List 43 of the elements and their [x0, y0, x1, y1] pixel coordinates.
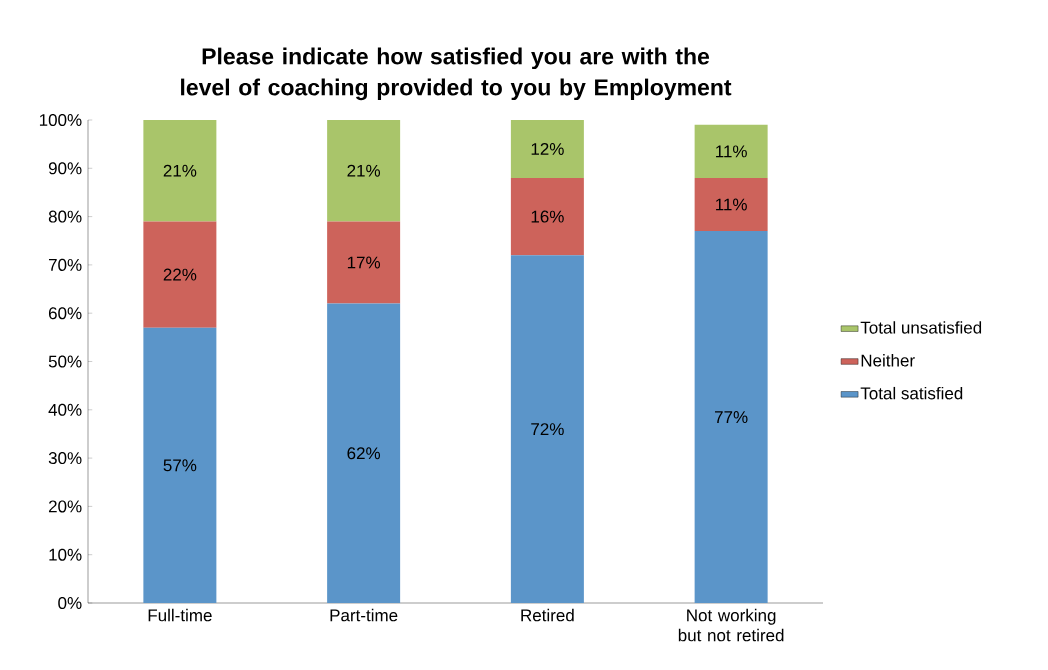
bar — [694, 231, 768, 603]
y-tick-label: 10% — [49, 548, 82, 561]
x-tick-label: Retired — [521, 608, 574, 622]
legend-label: Neither — [861, 354, 915, 367]
data-label: 12% — [531, 142, 564, 155]
y-tick-label: 50% — [48, 355, 82, 368]
data-label: 11% — [716, 198, 747, 211]
y-tick-label: 100% — [39, 113, 82, 127]
y-tick-label: 70% — [48, 258, 82, 271]
bar — [143, 120, 217, 222]
bar — [143, 221, 217, 328]
bar — [327, 303, 401, 603]
y-tick-label: 80% — [48, 210, 82, 223]
data-label: 11% — [716, 145, 747, 158]
x-tick-label: Part-time — [330, 608, 398, 622]
data-label: 17% — [347, 256, 381, 269]
bar — [327, 120, 401, 222]
bar — [327, 221, 401, 304]
data-label: 72% — [531, 423, 564, 436]
y-tick-label: 20% — [48, 500, 82, 513]
y-tick-label: 90% — [48, 162, 82, 175]
chart-title: Please indicate how satisfied you are with the level of coaching provided to you by Employment — [181, 47, 732, 101]
legend-label: Total satisfied — [860, 386, 963, 400]
bar — [510, 120, 584, 178]
y-tick-label: 30% — [48, 452, 82, 465]
data-label: 21% — [163, 164, 197, 177]
data-label: 62% — [347, 447, 381, 460]
y-tick-label: 0% — [58, 596, 82, 610]
data-label: 21% — [347, 164, 381, 177]
bar — [510, 177, 584, 256]
data-label: 77% — [714, 411, 748, 423]
data-label: 22% — [163, 268, 197, 281]
bar — [694, 177, 768, 232]
y-tick-label: 60% — [48, 307, 82, 320]
bar — [143, 327, 217, 603]
y-tick-label: 40% — [48, 403, 82, 416]
bar — [510, 255, 584, 603]
x-tick-label: Not working but not retired — [678, 608, 784, 642]
data-label: 57% — [163, 459, 197, 472]
legend-label: Total unsatisfied — [860, 321, 982, 334]
x-tick-label: Full-time — [148, 608, 212, 622]
data-label: 16% — [531, 210, 564, 223]
bar — [694, 124, 768, 178]
